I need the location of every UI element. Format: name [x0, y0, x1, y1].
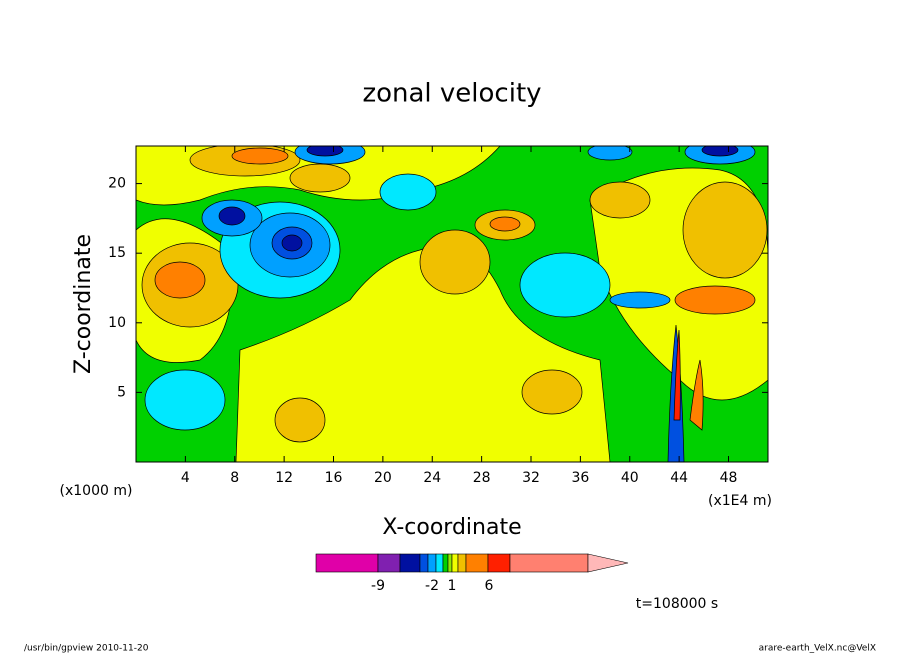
colorbar-segment	[419, 553, 429, 573]
contour-region	[587, 146, 633, 161]
colorbar: -9 -2 1 6	[315, 553, 629, 594]
contour-region	[489, 216, 521, 232]
contour-region	[689, 359, 704, 431]
x-tick-label: 4	[181, 470, 190, 486]
contour-region	[589, 181, 651, 219]
contour-region	[154, 261, 206, 299]
colorbar-tick-label: 1	[448, 578, 457, 594]
y-tick-label: 20	[108, 176, 126, 192]
colorbar-segment	[451, 553, 459, 573]
colorbar-segment	[457, 553, 467, 573]
contour-region	[519, 252, 611, 318]
colorbar-extend	[587, 553, 629, 573]
x-unit-left: (x1000 m)	[60, 483, 133, 499]
x-tick-label: 20	[374, 470, 392, 486]
x-tick-label: 40	[621, 470, 639, 486]
contour-region	[231, 147, 289, 165]
contour-region	[289, 163, 351, 193]
colorbar-segment	[377, 553, 401, 573]
contour-region	[281, 234, 303, 252]
x-unit-right: (x1E4 m)	[708, 493, 772, 509]
contour-region	[682, 181, 768, 279]
x-tick-label: 12	[275, 470, 293, 486]
contour-region	[674, 285, 756, 315]
footer-left: /usr/bin/gpview 2010-11-20	[24, 644, 149, 654]
colorbar-segment	[509, 553, 589, 573]
x-tick-label: 28	[473, 470, 491, 486]
x-tick-label: 24	[423, 470, 441, 486]
x-axis-label: X-coordinate	[382, 515, 521, 540]
colorbar-segment	[442, 553, 449, 573]
contour-region	[609, 291, 671, 309]
contour-region	[235, 244, 611, 462]
contour-region	[218, 206, 246, 226]
x-tick-label: 32	[522, 470, 540, 486]
colorbar-tick-label: 6	[485, 578, 494, 594]
plot-frame	[135, 145, 769, 463]
x-tick-label: 16	[325, 470, 343, 486]
chart-title: zonal velocity	[362, 79, 541, 109]
footer-right: arare-earth_VelX.nc@VelX	[759, 644, 876, 654]
x-tick-label: 48	[720, 470, 738, 486]
x-tick-label: 44	[670, 470, 688, 486]
y-tick-label: 5	[117, 384, 126, 400]
colorbar-segment	[315, 553, 379, 573]
x-tick-label: 8	[230, 470, 239, 486]
colorbar-segment	[487, 553, 511, 573]
colorbar-segment	[447, 553, 453, 573]
contour-field	[136, 146, 768, 462]
y-tick-label: 10	[108, 315, 126, 331]
y-axis-label: Z-coordinate	[71, 234, 96, 374]
contour-region	[379, 173, 437, 211]
contour-region	[419, 229, 491, 295]
contour-region	[521, 369, 583, 415]
contour-region	[673, 329, 681, 421]
colorbar-segment	[435, 553, 444, 573]
colorbar-tick-label: -2	[425, 578, 439, 594]
x-tick-label: 36	[571, 470, 589, 486]
y-tick-label: 15	[108, 245, 126, 261]
colorbar-segment	[465, 553, 489, 573]
colorbar-segment	[399, 553, 421, 573]
colorbar-tick-label: -9	[371, 578, 385, 594]
contour-region	[274, 397, 326, 443]
contour-region	[144, 369, 226, 431]
colorbar-segment	[427, 553, 437, 573]
time-label: t=108000 s	[636, 596, 718, 612]
